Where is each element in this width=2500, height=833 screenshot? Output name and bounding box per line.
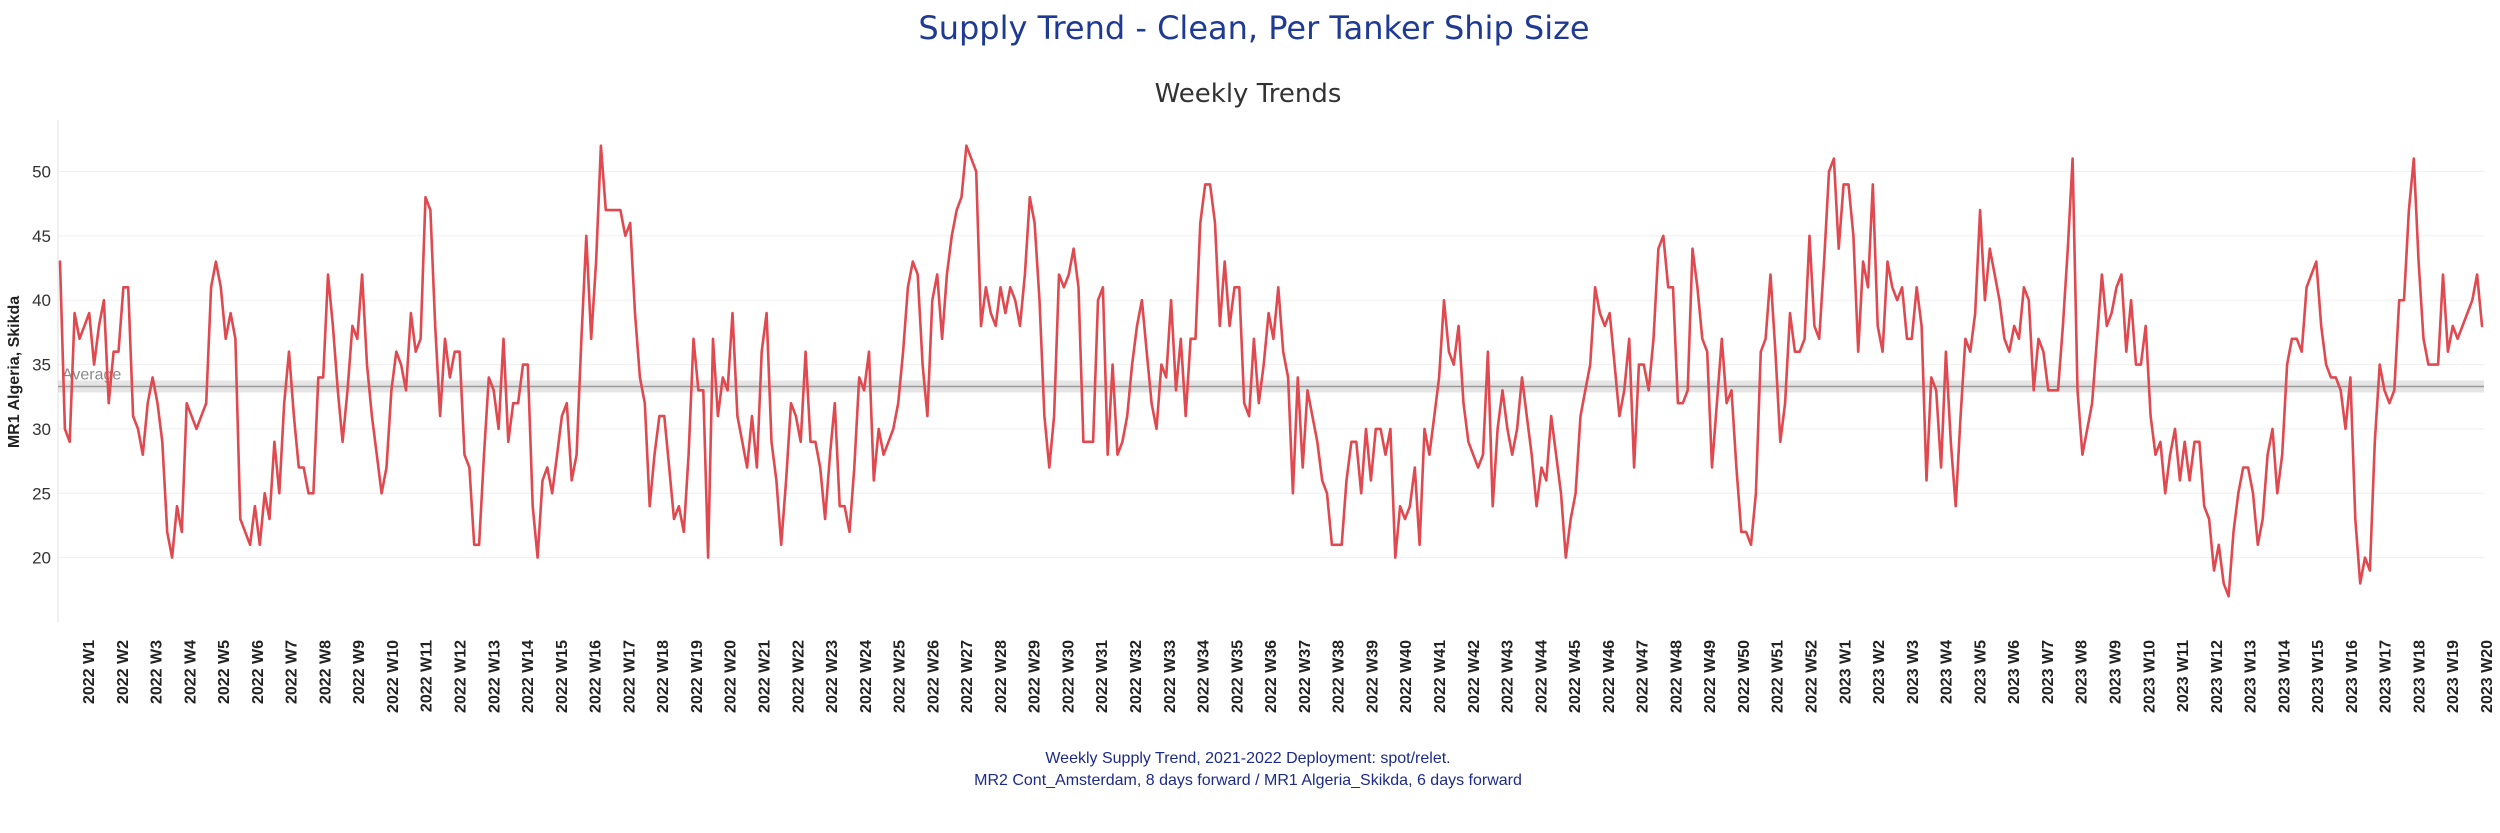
x-tick-label: 2022 W9 bbox=[351, 640, 368, 704]
x-tick-label: 2022 W21 bbox=[757, 640, 774, 713]
x-tick-label: 2022 W45 bbox=[1567, 640, 1584, 713]
x-tick-label: 2023 W17 bbox=[2378, 640, 2395, 713]
y-axis-label: MR1 Algeria, Skikda bbox=[6, 296, 23, 448]
x-tick-label: 2022 W30 bbox=[1061, 640, 1078, 713]
x-tick-label: 2022 W3 bbox=[149, 640, 166, 704]
x-tick-label: 2022 W49 bbox=[1702, 640, 1719, 713]
x-tick-label: 2023 W11 bbox=[2175, 640, 2192, 712]
x-tick-label: 2022 W42 bbox=[1466, 640, 1483, 713]
y-tick-label: 25 bbox=[32, 484, 51, 503]
gridlines bbox=[57, 120, 2484, 622]
x-tick-label: 2023 W14 bbox=[2276, 640, 2293, 713]
x-tick-label: 2023 W10 bbox=[2141, 640, 2158, 713]
x-tick-label: 2022 W47 bbox=[1635, 640, 1652, 713]
x-tick-label: 2023 W18 bbox=[2412, 640, 2429, 713]
x-tick-label: 2023 W15 bbox=[2310, 640, 2327, 713]
x-tick-label: 2022 W23 bbox=[824, 640, 841, 713]
y-axis-ticks: 20 25 30 35 40 45 50 bbox=[32, 162, 51, 567]
x-tick-label: 2022 W40 bbox=[1398, 640, 1415, 713]
y-tick-label: 40 bbox=[32, 291, 51, 310]
x-tick-label: 2023 W20 bbox=[2479, 640, 2496, 713]
x-tick-label: 2022 W35 bbox=[1229, 640, 1246, 713]
x-tick-label: 2022 W16 bbox=[588, 640, 605, 713]
x-tick-label: 2022 W31 bbox=[1094, 640, 1111, 713]
x-tick-label: 2022 W43 bbox=[1500, 640, 1517, 713]
y-tick-label: 50 bbox=[32, 162, 51, 181]
x-tick-label: 2022 W14 bbox=[520, 640, 537, 713]
x-tick-label: 2022 W1 bbox=[81, 640, 98, 704]
x-tick-label: 2022 W17 bbox=[621, 640, 638, 713]
series-layer bbox=[58, 144, 2484, 598]
x-tick-label: 2022 W8 bbox=[317, 640, 334, 704]
x-tick-label: 2023 W1 bbox=[1837, 640, 1854, 704]
x-tick-label: 2022 W26 bbox=[925, 640, 942, 713]
y-tick-label: 35 bbox=[32, 356, 51, 375]
x-tick-label: 2022 W11 bbox=[419, 640, 436, 712]
x-tick-label: 2022 W37 bbox=[1297, 640, 1314, 713]
x-tick-label: 2023 W13 bbox=[2243, 640, 2260, 713]
x-tick-label: 2022 W34 bbox=[1196, 640, 1213, 713]
x-tick-label: 2022 W20 bbox=[723, 640, 740, 713]
x-tick-label: 2022 W36 bbox=[1263, 640, 1280, 713]
x-tick-label: 2023 W12 bbox=[2209, 640, 2226, 713]
x-tick-label: 2022 W25 bbox=[892, 640, 909, 713]
x-tick-label: 2022 W19 bbox=[689, 640, 706, 713]
x-tick-label: 2023 W6 bbox=[2006, 640, 2023, 704]
x-tick-label: 2023 W7 bbox=[2040, 640, 2057, 704]
x-tick-label: 2023 W5 bbox=[1972, 640, 1989, 704]
x-tick-label: 2023 W2 bbox=[1871, 640, 1888, 704]
x-tick-label: 2023 W9 bbox=[2108, 640, 2125, 704]
x-tick-label: 2022 W7 bbox=[284, 640, 301, 704]
x-tick-label: 2022 W12 bbox=[453, 640, 470, 713]
x-tick-label: 2022 W10 bbox=[385, 640, 402, 713]
x-tick-label: 2022 W18 bbox=[655, 640, 672, 713]
x-tick-label: 2023 W3 bbox=[1905, 640, 1922, 704]
x-tick-label: 2022 W50 bbox=[1736, 640, 1753, 713]
chart-subtitle: Weekly Trends bbox=[1155, 79, 1342, 109]
x-tick-label: 2022 W44 bbox=[1533, 640, 1550, 713]
y-tick-label: 20 bbox=[32, 549, 51, 568]
x-tick-label: 2022 W33 bbox=[1162, 640, 1179, 713]
x-tick-label: 2022 W28 bbox=[993, 640, 1010, 713]
x-tick-label: 2022 W32 bbox=[1128, 640, 1145, 713]
x-tick-label: 2023 W4 bbox=[1939, 640, 1956, 704]
average-reference: Average bbox=[58, 366, 2484, 393]
x-tick-label: 2022 W5 bbox=[216, 640, 233, 704]
footnote-line-1: Weekly Supply Trend, 2021-2022 Deploymen… bbox=[1045, 750, 1450, 767]
x-axis-ticks: 2022 W1 2022 W2 2022 W3 2022 W4 2022 W5 2022 … bbox=[81, 640, 2496, 713]
x-tick-label: 2022 W6 bbox=[250, 640, 267, 704]
x-tick-label: 2022 W15 bbox=[554, 640, 571, 713]
x-tick-label: 2022 W52 bbox=[1804, 640, 1821, 713]
x-tick-label: 2022 W4 bbox=[182, 640, 199, 704]
x-tick-label: 2023 W8 bbox=[2074, 640, 2091, 704]
x-tick-label: 2023 W19 bbox=[2445, 640, 2462, 713]
x-tick-label: 2022 W41 bbox=[1432, 640, 1449, 713]
y-tick-label: 30 bbox=[32, 420, 51, 439]
x-tick-label: 2022 W29 bbox=[1027, 640, 1044, 713]
x-tick-label: 2022 W22 bbox=[790, 640, 807, 713]
x-tick-label: 2022 W27 bbox=[959, 640, 976, 713]
x-tick-label: 2022 W38 bbox=[1331, 640, 1348, 713]
x-tick-label: 2022 W48 bbox=[1668, 640, 1685, 713]
x-tick-label: 2022 W39 bbox=[1364, 640, 1381, 713]
y-tick-label: 45 bbox=[32, 227, 51, 246]
x-tick-label: 2022 W2 bbox=[115, 640, 132, 704]
x-tick-label: 2022 W13 bbox=[486, 640, 503, 713]
x-tick-label: 2022 W46 bbox=[1601, 640, 1618, 713]
series-line-mr1-algeria-skikda bbox=[58, 144, 2484, 598]
chart-title: Supply Trend - Clean, Per Tanker Ship Si… bbox=[918, 9, 1589, 47]
x-tick-label: 2022 W24 bbox=[858, 640, 875, 713]
footnote-line-2: MR2 Cont_Amsterdam, 8 days forward / MR1… bbox=[974, 772, 1522, 789]
x-tick-label: 2022 W51 bbox=[1770, 640, 1787, 713]
x-tick-label: 2023 W16 bbox=[2344, 640, 2361, 713]
